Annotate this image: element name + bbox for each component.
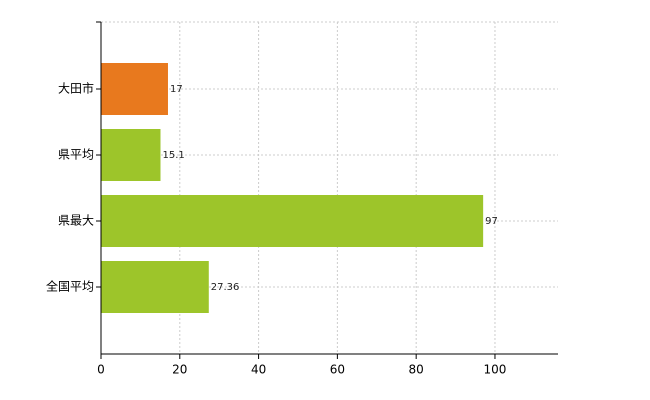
x-tick-label: 0 [97,363,105,377]
x-tick-label: 60 [330,363,345,377]
x-tick-label: 100 [484,363,507,377]
x-tick-label: 40 [251,363,266,377]
bar [101,63,168,115]
y-tick-label: 大田市 [58,81,94,96]
bar [101,261,209,313]
y-tick-label: 県最大 [58,214,94,228]
x-tick-label: 20 [172,363,187,377]
bar [101,195,484,247]
value-label: 17 [170,84,183,95]
y-tick-label: 県平均 [58,148,94,162]
bar [101,129,161,181]
y-tick-label: 全国平均 [46,279,94,294]
value-label: 15.1 [162,150,184,161]
value-label: 97 [485,216,498,227]
x-tick-label: 80 [409,363,424,377]
value-label: 27.36 [211,282,240,293]
